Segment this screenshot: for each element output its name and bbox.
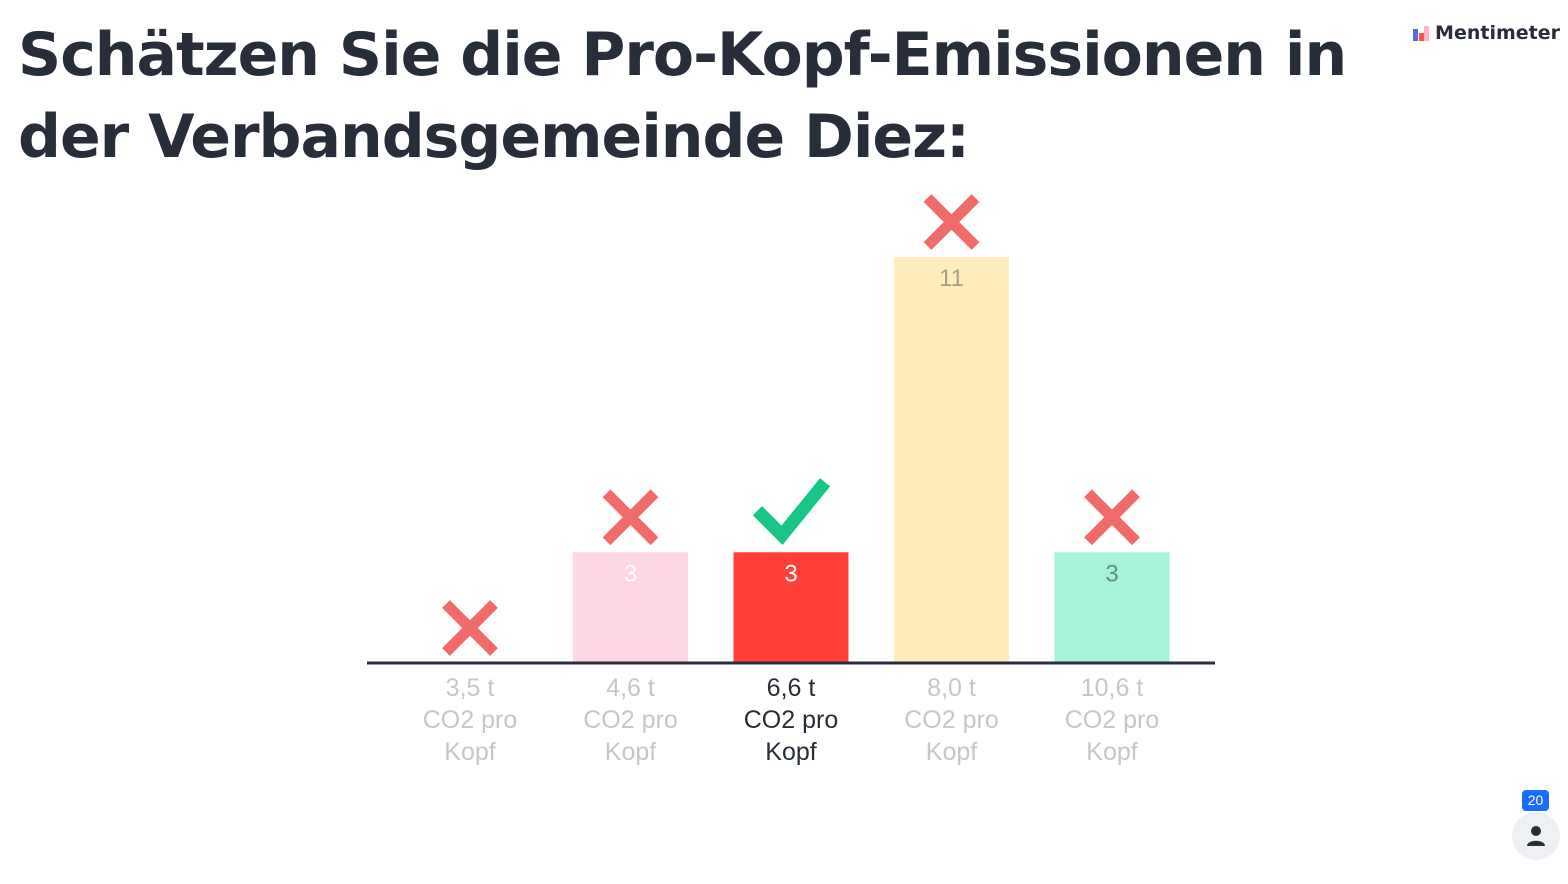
category-label: 4,6 t	[606, 674, 655, 702]
bar-value-label: 3	[784, 560, 797, 587]
brand: Mentimeter	[1412, 22, 1560, 44]
category-label: Kopf	[1086, 738, 1137, 766]
category-label: CO2 pro	[744, 706, 838, 734]
bar	[1054, 552, 1170, 663]
category-label: Kopf	[926, 738, 977, 766]
category-label: Kopf	[765, 738, 816, 766]
bar	[573, 552, 688, 663]
category-label: 8,0 t	[927, 674, 976, 702]
cross-icon	[442, 600, 498, 656]
category-label: CO2 pro	[904, 706, 998, 734]
category-label: CO2 pro	[583, 706, 677, 734]
cross-icon	[923, 194, 980, 250]
brand-name: Mentimeter	[1435, 22, 1560, 44]
bar-value-label: 11	[939, 265, 964, 292]
check-icon	[752, 478, 831, 545]
person-icon	[1527, 826, 1545, 846]
category-label: Kopf	[605, 738, 656, 766]
bar-value-label: 3	[1105, 560, 1118, 587]
category-label: CO2 pro	[1065, 706, 1159, 734]
bar	[733, 552, 849, 663]
cross-icon	[602, 489, 659, 546]
category-label: 6,6 t	[767, 674, 816, 702]
participant-count-badge: 20	[1522, 790, 1549, 811]
category-label: Kopf	[444, 738, 495, 766]
cross-icon	[1084, 489, 1140, 546]
participants-widget[interactable]: 20	[1508, 790, 1564, 864]
participants-button[interactable]	[1512, 812, 1560, 860]
page-title: Schätzen Sie die Pro-Kopf-Emissionen in …	[18, 20, 1347, 172]
bar	[894, 257, 1009, 663]
category-label: CO2 pro	[423, 706, 517, 734]
bar-value-label: 3	[624, 560, 637, 587]
category-label: 3,5 t	[446, 674, 495, 702]
category-label: 10,6 t	[1081, 674, 1144, 702]
mentimeter-logo-icon	[1413, 26, 1430, 41]
